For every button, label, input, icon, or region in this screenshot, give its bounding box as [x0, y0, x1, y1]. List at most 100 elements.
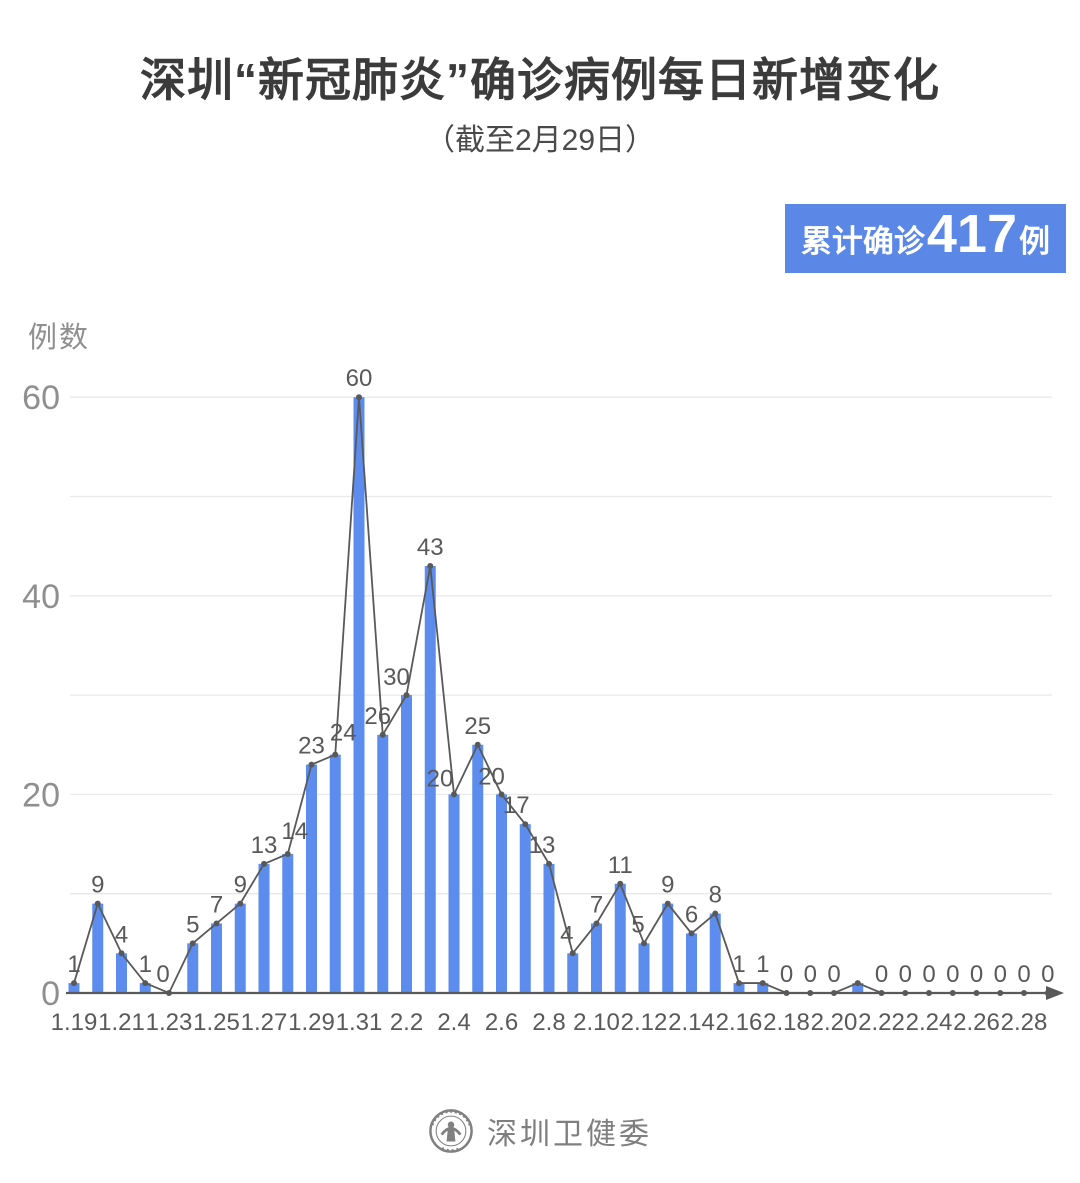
- badge-prefix: 累计确诊: [800, 224, 925, 259]
- value-label: 7: [210, 891, 223, 918]
- page-title: 深圳“新冠肺炎”确诊病例每日新增变化: [140, 54, 940, 106]
- value-label: 20: [427, 765, 454, 792]
- bar-1.31: [353, 397, 365, 993]
- bar-2.12: [638, 943, 650, 993]
- bar-1.21: [116, 953, 127, 993]
- value-label: 9: [234, 872, 247, 899]
- bar-2.10: [591, 923, 602, 993]
- x-tick-label: 2.18: [763, 1009, 810, 1036]
- data-point-dot: [308, 761, 315, 768]
- badge-value: 417: [926, 204, 1017, 264]
- x-tick-label: 2.16: [716, 1009, 763, 1036]
- x-tick-label: 2.28: [1001, 1009, 1048, 1036]
- value-label: 11: [608, 852, 633, 879]
- value-label: 1: [139, 951, 152, 978]
- data-point-dot: [546, 860, 552, 867]
- bar-2.7: [519, 824, 531, 993]
- bar-2.21: [852, 983, 864, 993]
- badge-suffix: 例: [1019, 224, 1050, 259]
- x-tick-label: 2.6: [485, 1009, 518, 1036]
- value-label: 0: [827, 961, 840, 988]
- bar-2.9: [567, 953, 579, 993]
- x-tick-label: 2.20: [811, 1009, 858, 1036]
- bar-2.15: [709, 913, 721, 993]
- x-axis-arrow-icon: [1046, 986, 1064, 1000]
- value-label: 30: [383, 664, 410, 691]
- bar-1.20: [92, 903, 104, 993]
- health-commission-logo-icon: [429, 1109, 473, 1153]
- x-tick-label: 1.27: [241, 1009, 288, 1036]
- x-tick-label: 1.29: [288, 1009, 335, 1036]
- bar-1.27: [258, 863, 270, 993]
- value-label: 0: [780, 961, 793, 988]
- value-label: 24: [330, 720, 357, 747]
- value-label: 0: [899, 961, 912, 988]
- data-point-dot: [427, 563, 434, 570]
- value-label: 0: [922, 961, 935, 988]
- x-tick-label: 2.4: [437, 1009, 470, 1036]
- data-point-dot: [641, 940, 647, 947]
- bar-1.30: [329, 754, 341, 993]
- value-label: 0: [994, 961, 1007, 988]
- data-point-dot: [284, 850, 291, 857]
- data-point-dot: [736, 980, 742, 987]
- value-label: 1: [732, 951, 745, 978]
- y-tick-label: 20: [22, 776, 60, 814]
- data-point-dot: [237, 900, 244, 907]
- value-label: 5: [186, 911, 199, 938]
- footer-brand: 深圳卫健委: [487, 1118, 652, 1151]
- x-tick-label: 2.22: [858, 1009, 905, 1036]
- y-tick-label: 40: [22, 578, 60, 616]
- value-label: 5: [631, 911, 644, 938]
- bar-1.19: [68, 983, 80, 993]
- value-label: 1: [67, 951, 80, 978]
- data-point-dot: [189, 940, 196, 947]
- data-point-dot: [854, 980, 861, 987]
- bar-1.25: [211, 923, 222, 993]
- bar-2.13: [662, 903, 674, 993]
- x-tick-label: 2.26: [953, 1009, 1000, 1036]
- data-point-dot: [332, 751, 339, 758]
- x-tick-label: 1.21: [98, 1009, 145, 1036]
- value-label: 1: [756, 951, 769, 978]
- data-point-dot: [498, 791, 505, 798]
- bar-1.29: [306, 764, 317, 993]
- value-label: 23: [298, 733, 325, 760]
- bar-2.4: [448, 794, 460, 993]
- data-point-dot: [759, 980, 766, 987]
- x-tick-label: 1.25: [193, 1009, 240, 1036]
- bar-1.26: [234, 903, 246, 993]
- data-point-dot: [451, 791, 457, 798]
- data-point-dot: [118, 950, 125, 957]
- x-tick-label: 1.31: [336, 1009, 383, 1036]
- data-point-dot: [213, 920, 220, 927]
- x-tick-label: 2.14: [668, 1009, 715, 1036]
- value-label: 17: [503, 792, 530, 819]
- value-label: 20: [478, 763, 505, 790]
- x-tick-label: 2.10: [573, 1009, 620, 1036]
- data-point-dot: [403, 692, 410, 699]
- y-axis-title: 例数: [28, 322, 91, 354]
- data-point-dot: [356, 394, 362, 401]
- bar-1.22: [139, 983, 151, 993]
- data-point-dot: [474, 741, 481, 748]
- bar-2.6: [496, 794, 507, 993]
- bar-2.2: [401, 695, 412, 993]
- data-point-dot: [379, 731, 386, 738]
- bar-2.16: [733, 983, 745, 993]
- bar-2.14: [686, 933, 697, 993]
- x-tick-label: 2.12: [621, 1009, 668, 1036]
- data-point-dot: [664, 900, 671, 907]
- value-label: 0: [804, 961, 817, 988]
- value-label: 0: [156, 961, 169, 988]
- value-label: 4: [115, 921, 128, 948]
- data-point-dot: [569, 950, 576, 957]
- value-label: 7: [590, 891, 603, 918]
- value-label: 6: [685, 901, 698, 928]
- bar-2.3: [424, 566, 436, 993]
- bar-2.1: [377, 734, 389, 993]
- value-label: 26: [364, 703, 391, 730]
- y-tick-label: 60: [22, 379, 60, 417]
- value-label: 9: [661, 872, 674, 899]
